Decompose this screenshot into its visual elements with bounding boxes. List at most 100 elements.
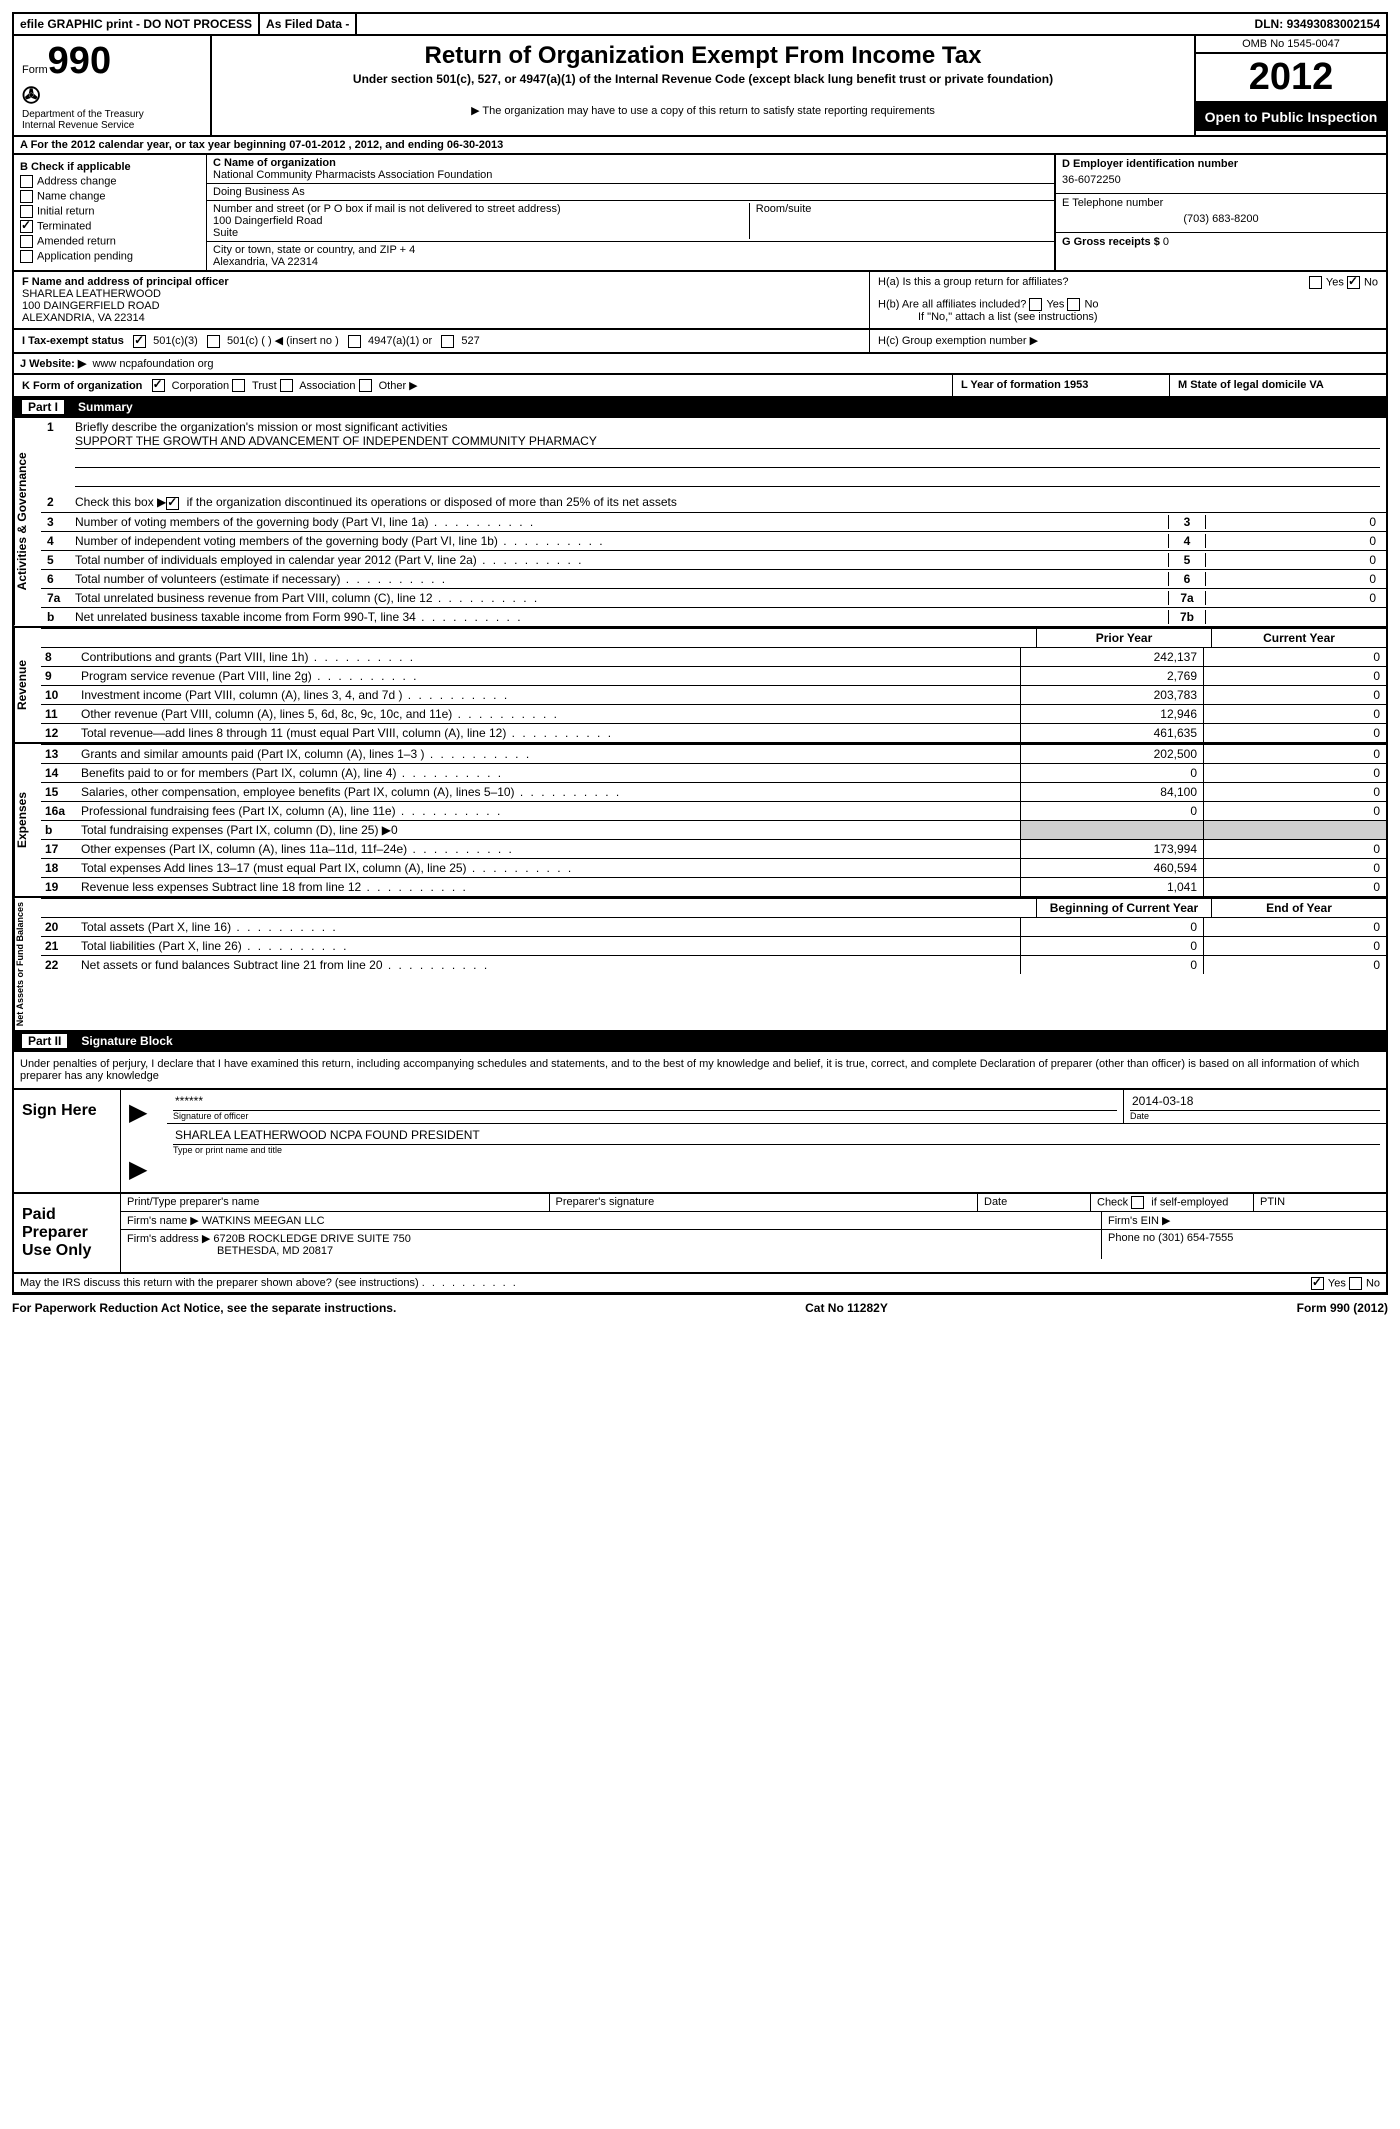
self-employed-checkbox[interactable] [1131, 1196, 1144, 1209]
activities-tab: Activities & Governance [14, 418, 41, 625]
checkbox-header: B Check if applicable [20, 161, 200, 173]
form-note: ▶ The organization may have to use a cop… [220, 104, 1186, 117]
open-public: Open to Public Inspection [1196, 103, 1386, 131]
firm-addr1: 6720B ROCKLEDGE DRIVE SUITE 750 [213, 1233, 410, 1245]
address-change-checkbox[interactable] [20, 175, 33, 188]
org-name: National Community Pharmacists Associati… [213, 169, 1048, 181]
table-row: 20Total assets (Part X, line 16)00 [41, 917, 1386, 936]
ha-no-checkbox[interactable] [1347, 276, 1360, 289]
firm-ein: Firm's EIN ▶ [1102, 1212, 1386, 1229]
hb-no-checkbox[interactable] [1067, 298, 1080, 311]
table-row: 9Program service revenue (Part VIII, lin… [41, 666, 1386, 685]
city: Alexandria, VA 22314 [213, 256, 1048, 268]
table-row: 15Salaries, other compensation, employee… [41, 782, 1386, 801]
table-row: 14Benefits paid to or for members (Part … [41, 763, 1386, 782]
year-formation: L Year of formation 1953 [961, 379, 1088, 391]
omb-number: OMB No 1545-0047 [1196, 36, 1386, 54]
state-domicile: M State of legal domicile VA [1178, 379, 1324, 391]
preparer-date-header: Date [978, 1194, 1091, 1211]
table-row: bTotal fundraising expenses (Part IX, co… [41, 820, 1386, 839]
website-value: www ncpafoundation org [92, 358, 213, 370]
501c-checkbox[interactable] [207, 335, 220, 348]
sign-here-block: Sign Here ▶▶ ******Signature of officer … [12, 1090, 1388, 1194]
amended-return-checkbox[interactable] [20, 235, 33, 248]
perjury-statement: Under penalties of perjury, I declare th… [12, 1052, 1388, 1090]
footer-right: Form 990 (2012) [1297, 1301, 1388, 1315]
part2-header: Part IISignature Block [12, 1032, 1388, 1052]
topbar: efile GRAPHIC print - DO NOT PROCESS As … [12, 12, 1388, 36]
ha-yes-checkbox[interactable] [1309, 276, 1322, 289]
room-label: Room/suite [749, 203, 1048, 239]
table-row: 10Investment income (Part VIII, column (… [41, 685, 1386, 704]
paid-preparer-block: Paid Preparer Use Only Print/Type prepar… [12, 1194, 1388, 1274]
preparer-phone: (301) 654-7555 [1158, 1232, 1233, 1244]
table-row: 17Other expenses (Part IX, column (A), l… [41, 839, 1386, 858]
ein: 36-6072250 [1062, 170, 1380, 190]
footer-center: Cat No 11282Y [805, 1301, 888, 1315]
part1-header: Part ISummary [12, 398, 1388, 418]
4947-checkbox[interactable] [348, 335, 361, 348]
other-checkbox[interactable] [359, 379, 372, 392]
form-subtitle: Under section 501(c), 527, or 4947(a)(1)… [220, 72, 1186, 86]
section-bcd: B Check if applicable Address change Nam… [12, 155, 1388, 272]
gross-receipts: 0 [1163, 236, 1169, 248]
irs-logo-icon: ✇ [22, 83, 202, 109]
phone-label: E Telephone number [1062, 197, 1380, 209]
dba-label: Doing Business As [213, 186, 1048, 198]
current-year-header: Current Year [1211, 629, 1386, 647]
ha-label: H(a) Is this a group return for affiliat… [878, 276, 1069, 288]
line1-desc: Briefly describe the organization's miss… [75, 420, 1380, 434]
preparer-name-header: Print/Type preparer's name [121, 1194, 550, 1211]
table-row: 16aProfessional fundraising fees (Part I… [41, 801, 1386, 820]
dept-treasury: Department of the Treasury [22, 109, 202, 120]
tax-exempt-label: I Tax-exempt status [22, 335, 124, 347]
name-change-checkbox[interactable] [20, 190, 33, 203]
beginning-year-header: Beginning of Current Year [1036, 899, 1211, 917]
table-row: 13Grants and similar amounts paid (Part … [41, 744, 1386, 763]
preparer-sig-header: Preparer's signature [550, 1194, 979, 1211]
discuss-question: May the IRS discuss this return with the… [20, 1277, 419, 1289]
gross-label: G Gross receipts $ [1062, 236, 1160, 248]
corporation-checkbox[interactable] [152, 379, 165, 392]
expenses-tab: Expenses [14, 744, 41, 896]
hb-note: If "No," attach a list (see instructions… [878, 311, 1378, 323]
initial-return-checkbox[interactable] [20, 205, 33, 218]
footer: For Paperwork Reduction Act Notice, see … [12, 1295, 1388, 1321]
officer-name-title: SHARLEA LEATHERWOOD NCPA FOUND PRESIDENT [173, 1126, 1380, 1145]
form-number: 990 [48, 40, 111, 82]
arrow-icon: ▶▶ [121, 1090, 167, 1192]
terminated-checkbox[interactable] [20, 220, 33, 233]
as-filed: As Filed Data - [260, 14, 357, 34]
sign-date: 2014-03-18 [1130, 1092, 1380, 1111]
ptin-header: PTIN [1254, 1194, 1386, 1211]
section-fh: F Name and address of principal officer … [12, 272, 1388, 330]
ein-label: D Employer identification number [1062, 158, 1380, 170]
summary-line: 4Number of independent voting members of… [41, 531, 1386, 550]
firm-name: WATKINS MEEGAN LLC [202, 1215, 325, 1227]
officer-label: F Name and address of principal officer [22, 276, 861, 288]
association-checkbox[interactable] [280, 379, 293, 392]
form-title: Return of Organization Exempt From Incom… [220, 42, 1186, 70]
table-row: 21Total liabilities (Part X, line 26)00 [41, 936, 1386, 955]
tax-year: 2012 [1196, 54, 1386, 103]
suite: Suite [213, 227, 749, 239]
application-pending-checkbox[interactable] [20, 250, 33, 263]
street-label: Number and street (or P O box if mail is… [213, 203, 749, 215]
discuss-no-checkbox[interactable] [1349, 1277, 1362, 1290]
501c3-checkbox[interactable] [133, 335, 146, 348]
discontinued-checkbox[interactable] [166, 497, 179, 510]
summary-line: 6Total number of volunteers (estimate if… [41, 569, 1386, 588]
hb-yes-checkbox[interactable] [1029, 298, 1042, 311]
discuss-yes-checkbox[interactable] [1311, 1277, 1324, 1290]
officer-addr2: ALEXANDRIA, VA 22314 [22, 312, 861, 324]
netassets-tab: Net Assets or Fund Balances [14, 898, 41, 1030]
trust-checkbox[interactable] [232, 379, 245, 392]
527-checkbox[interactable] [441, 335, 454, 348]
summary-line: bNet unrelated business taxable income f… [41, 607, 1386, 626]
firm-addr2: BETHESDA, MD 20817 [127, 1245, 333, 1257]
officer-addr1: 100 DAINGERFIELD ROAD [22, 300, 861, 312]
revenue-tab: Revenue [14, 628, 41, 742]
signature-field[interactable]: ****** [173, 1092, 1117, 1111]
hb-label: H(b) Are all affiliates included? [878, 298, 1026, 310]
footer-left: For Paperwork Reduction Act Notice, see … [12, 1301, 396, 1315]
